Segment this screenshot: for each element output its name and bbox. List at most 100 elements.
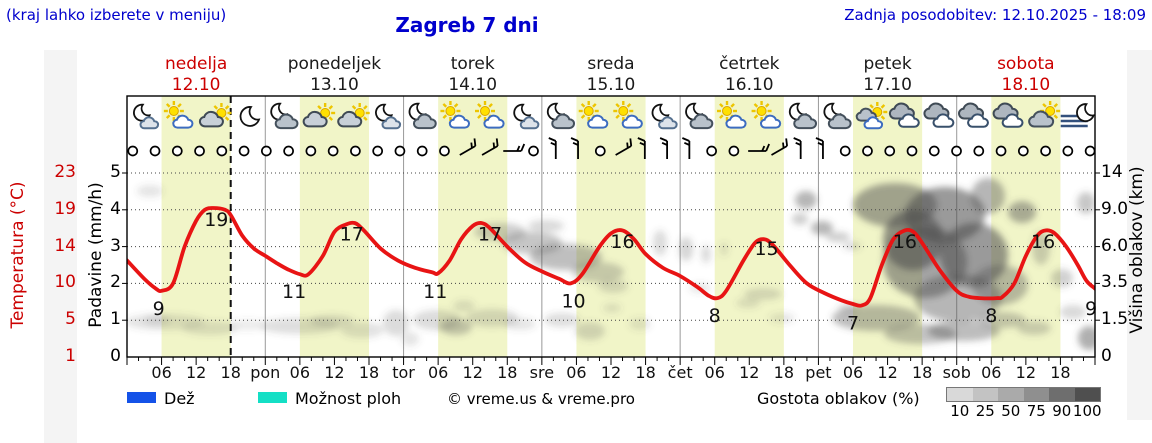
x-hour-label: 12 bbox=[600, 363, 622, 382]
wind-calm-icon bbox=[305, 145, 317, 157]
cloud-density-segment bbox=[972, 388, 998, 401]
wind-calm-icon bbox=[439, 145, 450, 157]
wind-calm-icon bbox=[127, 145, 139, 157]
menu-hint: (kraj lahko izberete v meniju) bbox=[6, 6, 227, 24]
cloud-density-tick: 50 bbox=[1001, 402, 1021, 420]
precip-tick-label: 2 bbox=[110, 272, 121, 293]
wind-calm-icon bbox=[350, 145, 361, 157]
weather-icon-moon-cloud bbox=[133, 103, 160, 130]
wind-barb-icon bbox=[615, 138, 633, 156]
wind-calm-icon bbox=[1040, 145, 1051, 157]
cloud-density-segment bbox=[1074, 388, 1100, 401]
wind-calm-icon bbox=[528, 145, 539, 157]
temp-point-label: 16 bbox=[610, 231, 634, 253]
temp-point-label: 8 bbox=[709, 305, 721, 327]
wind-calm-icon bbox=[862, 145, 873, 157]
wind-calm-icon bbox=[973, 145, 985, 157]
temp-point-label: 11 bbox=[423, 281, 447, 303]
weather-icon-cloud-sun bbox=[198, 103, 232, 128]
cloud-blob bbox=[978, 312, 1026, 328]
day-date: 15.10 bbox=[586, 75, 636, 95]
weather-icon-moon-cloud bbox=[375, 103, 402, 130]
sun-glyph bbox=[349, 103, 370, 123]
weather-icon-clouds bbox=[888, 102, 920, 128]
cloud-blob bbox=[310, 315, 354, 327]
weather-icon-sun-cloud bbox=[751, 101, 782, 129]
weather-icon-moon-cloud-gray bbox=[270, 102, 299, 130]
wind-calm-icon bbox=[194, 145, 205, 157]
temp-point-label: 11 bbox=[282, 281, 306, 303]
cloud-blob bbox=[1077, 192, 1095, 214]
cloud-blob bbox=[528, 220, 564, 232]
x-hour-label: 06 bbox=[427, 363, 449, 382]
wind-calm-icon bbox=[594, 145, 606, 157]
temp-point-label: 8 bbox=[985, 305, 997, 327]
day-name: petek bbox=[863, 54, 912, 74]
cloud-blob bbox=[736, 298, 760, 308]
x-hour-label: 06 bbox=[289, 363, 311, 382]
x-hour-label: 18 bbox=[773, 363, 795, 382]
cloud-blob bbox=[383, 310, 409, 336]
cloud-density-segment bbox=[1049, 388, 1075, 401]
weather-icon-sun-cloud bbox=[440, 101, 471, 129]
weather-icon-cloud-sun bbox=[337, 103, 370, 128]
day-name: sobota bbox=[997, 54, 1055, 74]
cloud-blob bbox=[1078, 326, 1095, 350]
wind-barb-icon bbox=[659, 137, 668, 159]
temp-point-label: 16 bbox=[1031, 231, 1055, 253]
temp-point-label: 9 bbox=[1085, 298, 1097, 320]
cloud-density-tick: 10 bbox=[950, 402, 970, 420]
weather-icon-sun-cloud bbox=[613, 101, 643, 129]
cloud-blob bbox=[843, 242, 861, 250]
weather-icon-moon-cloud-gray bbox=[685, 102, 714, 130]
cloud-blob bbox=[504, 318, 536, 330]
cloud-density-tick: 25 bbox=[975, 402, 995, 420]
weather-icon-moon-cloud-gray bbox=[788, 102, 818, 130]
copyright-link[interactable]: © vreme.us & vreme.pro bbox=[447, 390, 635, 408]
cloud-density-segment bbox=[998, 388, 1024, 401]
cloud-blob bbox=[453, 300, 475, 312]
x-hour-label: 06 bbox=[151, 363, 172, 382]
x-day-label: sob bbox=[942, 363, 971, 382]
x-hour-label: 12 bbox=[1015, 363, 1037, 382]
axis-ticks bbox=[122, 172, 1100, 365]
day-date: 18.10 bbox=[1001, 75, 1051, 95]
wind-barb-icon bbox=[682, 137, 691, 159]
weather-icon-moon-cloud-gray bbox=[408, 102, 437, 130]
x-day-label: sre bbox=[529, 363, 555, 382]
wind-calm-icon bbox=[327, 145, 339, 157]
cloud-blob bbox=[971, 178, 1005, 214]
cloud-blob bbox=[575, 322, 605, 340]
x-day-label: tor bbox=[392, 363, 415, 382]
weather-icon-fog-moon bbox=[1060, 103, 1095, 128]
weather-icons-row bbox=[133, 101, 1095, 130]
cloud-blob bbox=[826, 232, 850, 242]
weather-icon-sun-cloud-gray bbox=[1028, 101, 1061, 128]
cloud-density-tick: 100 bbox=[1072, 402, 1102, 420]
cloud-blob bbox=[629, 318, 651, 330]
weather-icon-sun-behind-cloud bbox=[855, 102, 888, 130]
cloud-blob bbox=[440, 319, 472, 335]
wind-calm-icon bbox=[951, 145, 962, 157]
temp-tick-label: 1 bbox=[65, 346, 76, 366]
cloud-density-tick: 75 bbox=[1026, 402, 1046, 420]
wind-barb-icon bbox=[637, 137, 646, 159]
weather-icon-clouds bbox=[992, 102, 1024, 128]
temp-point-label: 10 bbox=[561, 290, 585, 312]
cloud-blob bbox=[530, 244, 602, 270]
wind-barb-icon bbox=[570, 137, 579, 159]
wind-calm-icon bbox=[238, 145, 250, 157]
cloud-blob bbox=[701, 245, 711, 263]
x-hour-label: 06 bbox=[842, 363, 864, 382]
wind-symbols-row bbox=[127, 137, 1096, 159]
cloud-blob bbox=[1008, 201, 1036, 223]
last-update: Zadnja posodobitev: 12.10.2025 - 18:09 bbox=[844, 6, 1146, 24]
day-date: 16.10 bbox=[724, 75, 774, 95]
cloud-blob bbox=[144, 315, 170, 325]
wind-calm-icon bbox=[394, 145, 406, 157]
wind-barb-icon bbox=[481, 138, 499, 156]
x-day-label: pet bbox=[805, 363, 832, 382]
showers-legend-swatch bbox=[258, 392, 287, 403]
cloud-blob bbox=[795, 191, 817, 209]
